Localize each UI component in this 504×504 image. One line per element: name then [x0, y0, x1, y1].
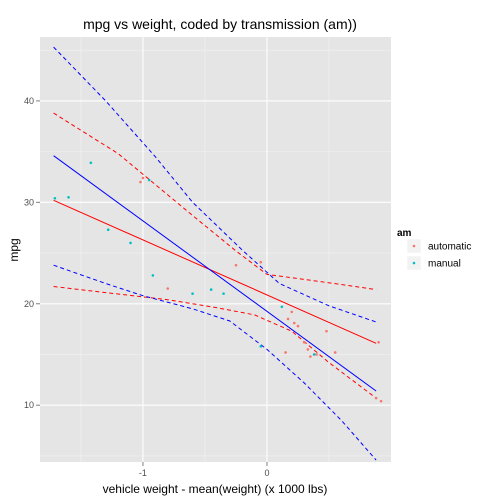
point-manual — [312, 353, 316, 356]
point-manual — [89, 161, 93, 165]
x-tick-label: 0 — [264, 468, 269, 478]
y-tick-label: 10 — [24, 400, 34, 410]
y-axis-title: mpg — [7, 238, 21, 261]
point-automatic — [379, 399, 383, 403]
point-automatic — [306, 348, 310, 351]
legend-marker-automatic — [412, 244, 416, 248]
y-tick-label: 30 — [24, 197, 34, 207]
legend: am automatic manual — [397, 228, 471, 271]
point-automatic — [286, 317, 290, 321]
axis-ticks: -1 0 10 20 30 40 — [24, 96, 269, 478]
point-automatic — [234, 263, 238, 267]
point-automatic — [292, 321, 296, 325]
ci-upper-automatic — [53, 112, 377, 291]
point-manual — [106, 228, 110, 232]
point-manual — [259, 345, 263, 348]
fit-line-automatic — [53, 199, 377, 344]
x-tick-label: -1 — [139, 468, 147, 478]
point-manual — [147, 178, 151, 182]
point-manual — [209, 288, 213, 291]
legend-marker-manual — [412, 261, 416, 265]
point-automatic — [374, 396, 378, 400]
point-manual — [67, 195, 70, 199]
x-axis-title: vehicle weight - mean(weight) (x 1000 lb… — [103, 482, 328, 496]
point-automatic — [166, 287, 170, 290]
point-automatic — [302, 341, 306, 344]
legend-label-manual: manual — [428, 259, 461, 270]
confidence-bands — [53, 46, 377, 461]
point-automatic — [290, 310, 294, 314]
point-automatic — [309, 355, 312, 358]
point-manual — [53, 196, 57, 200]
gridlines — [40, 37, 391, 462]
data-points — [53, 161, 383, 403]
chart-title: mpg vs weight, coded by transmission (am… — [83, 16, 357, 32]
point-automatic — [259, 260, 263, 264]
point-manual — [191, 292, 194, 295]
point-manual — [151, 274, 155, 277]
fit-line-manual — [53, 155, 377, 392]
ci-lower-manual — [53, 264, 377, 461]
y-tick-label: 20 — [24, 299, 34, 309]
legend-title: am — [397, 228, 412, 239]
point-automatic — [315, 353, 318, 356]
point-automatic — [139, 180, 142, 184]
point-automatic — [377, 341, 380, 344]
point-automatic — [325, 329, 328, 333]
point-automatic — [141, 176, 145, 180]
point-manual — [129, 241, 132, 245]
point-automatic — [333, 351, 337, 354]
point-manual — [280, 305, 284, 309]
fit-lines — [53, 155, 377, 392]
point-automatic — [284, 351, 287, 354]
plot-panel — [40, 37, 391, 462]
point-manual — [222, 292, 225, 295]
ci-upper-manual — [53, 46, 377, 323]
ci-lower-automatic — [53, 286, 377, 399]
point-automatic — [296, 324, 300, 328]
legend-label-automatic: automatic — [428, 242, 471, 253]
y-tick-label: 40 — [24, 96, 34, 106]
